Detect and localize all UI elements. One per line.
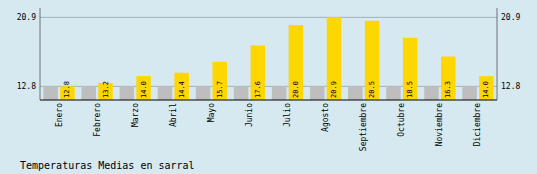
x-tick-label: Septiembre [359,103,368,151]
y-axis-line [40,8,41,100]
bar [251,45,265,100]
bar [136,76,150,100]
y2-axis-line [497,8,498,100]
bar [120,86,134,100]
data-label: 18.5 [406,81,414,98]
data-label: 20.0 [292,81,300,98]
data-label: 14.4 [178,81,186,98]
x-tick-label: Noviembre [435,103,444,147]
x-tick-label: Agosto [321,103,330,132]
data-label: 14.0 [482,81,490,98]
x-tick-label: Octubre [397,103,406,137]
data-label: 20.9 [330,81,338,98]
x-tick-label: Enero [55,103,64,127]
bar [403,38,417,100]
bar [272,86,286,100]
bar [327,17,341,100]
x-tick-label: Febrero [93,103,102,137]
data-label: 14.0 [140,81,148,98]
bar [365,21,379,100]
bar [43,86,57,100]
bar [462,86,476,100]
data-label: 17.6 [254,81,262,98]
y-tick-label: 20.9 [17,13,36,22]
bar [82,86,96,100]
bar [424,86,438,100]
data-label: 16.3 [444,81,452,98]
x-tick-label: Junio [245,103,254,127]
grid-line [40,17,497,18]
x-tick-label: Abril [169,103,178,127]
y2-tick-label: 20.9 [501,13,520,22]
bar [479,76,493,100]
data-label: 12.8 [63,81,71,98]
data-label: 20.5 [368,81,376,98]
data-label: 15.7 [216,81,224,98]
bar [441,57,455,100]
y2-tick-label: 12.8 [501,82,520,91]
bar [348,86,362,100]
bars [43,17,493,100]
bar [310,86,324,100]
bar [386,86,400,100]
bar [289,25,303,100]
bar [196,86,210,100]
x-tick-label: Julio [283,103,292,127]
bar [234,86,248,100]
bar [158,86,172,100]
x-axis-line [40,99,497,100]
y-tick-label: 12.8 [17,82,36,91]
bar [213,62,227,100]
chart: 12.8 13.2 14.0 14.4 15.7 17.6 20.0 20.9 20.5 18.5… [0,0,537,174]
x-tick-label: Mayo [207,103,216,122]
title: Temperaturas Medias en sarral [20,160,195,171]
bar [174,73,188,100]
x-tick-label: Diciembre [473,103,482,147]
x-tick-label: Marzo [131,103,140,127]
data-label: 13.2 [102,81,110,98]
